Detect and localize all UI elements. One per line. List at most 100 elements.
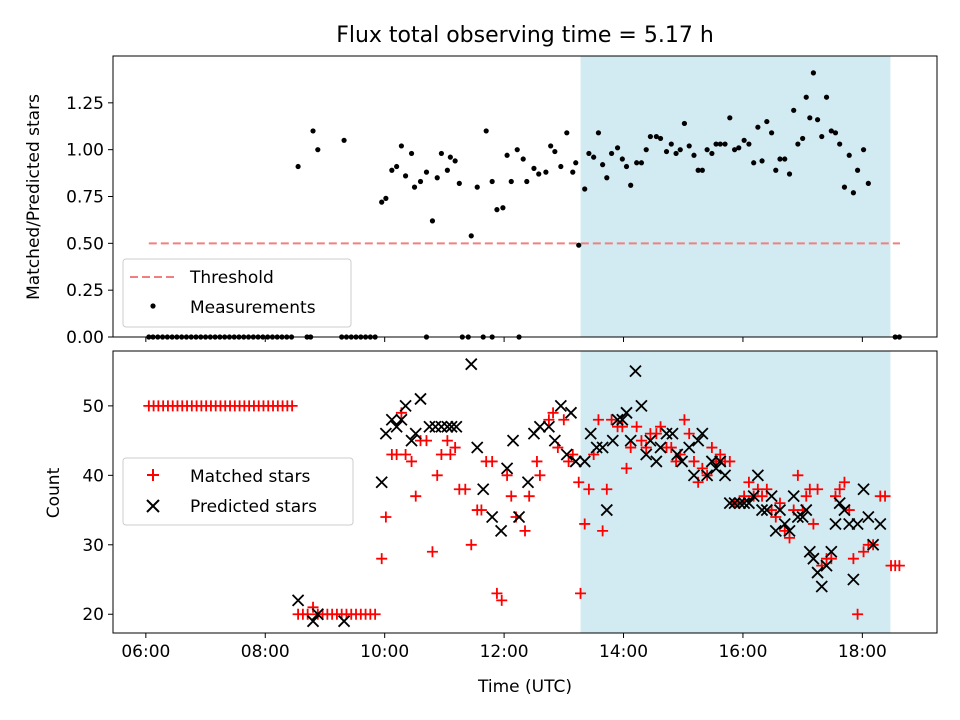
predicted-star-marker <box>650 455 663 468</box>
predicted-star-marker <box>584 427 597 440</box>
predicted-star-marker <box>733 496 747 510</box>
predicted-star-marker <box>624 434 637 447</box>
measurement-point <box>576 242 582 248</box>
matched-star-marker <box>621 462 633 474</box>
bottom-shaded-span <box>580 351 891 633</box>
matched-star-marker <box>635 435 647 447</box>
matched-star-marker <box>491 587 503 599</box>
matched-star-marker <box>756 490 768 502</box>
matched-star-marker <box>486 455 498 467</box>
predicted-star-marker <box>533 420 547 433</box>
measurement-point <box>508 178 514 185</box>
measurement-point <box>389 167 395 173</box>
matched-star-marker <box>496 594 508 606</box>
predicted-star-marker <box>441 420 454 433</box>
measurement-point <box>604 175 610 181</box>
measurement-point <box>638 160 645 166</box>
measurement-point <box>423 169 430 175</box>
predicted-star-marker <box>700 469 714 482</box>
matched-legend-swatch <box>147 469 159 481</box>
measurement-point <box>673 150 679 157</box>
measurement-point <box>764 118 770 125</box>
top-y-tick-label: 0.75 <box>66 188 104 208</box>
predicted-star-marker <box>640 448 653 461</box>
matched-star-marker <box>650 428 662 440</box>
measurement-point <box>807 115 813 121</box>
measurement-point <box>865 180 871 186</box>
matched-star-marker <box>784 532 796 544</box>
top-y-axis-label: Matched/Predicted stars <box>24 94 44 300</box>
matched-star-marker <box>893 560 905 572</box>
top-x-ticks <box>145 337 863 342</box>
matched-star-marker <box>879 490 891 502</box>
measurement-point <box>713 141 719 147</box>
matched-star-marker <box>420 435 432 447</box>
predicted-star-marker <box>477 483 490 496</box>
predicted-star-marker <box>512 510 526 524</box>
measurement-point <box>810 70 817 76</box>
matched-star-marker <box>800 490 812 502</box>
predicted-star-marker <box>429 420 442 433</box>
predicted-star-marker <box>807 552 820 565</box>
predicted-star-marker <box>660 427 673 440</box>
predicted-star-marker <box>666 427 679 440</box>
measurement-point <box>552 148 558 155</box>
matched-star-marker <box>625 442 637 454</box>
measurement-point <box>709 150 715 157</box>
bottom-y-tick-label: 40 <box>82 466 104 486</box>
predicted-star-marker <box>773 503 787 517</box>
bottom-y-tick-label: 50 <box>82 397 104 417</box>
predicted-star-marker <box>379 427 393 440</box>
measurement-point <box>746 141 752 147</box>
predicted-star-marker <box>851 517 864 531</box>
top-y-tick-label: 1.25 <box>66 94 104 114</box>
measurement-point <box>814 117 821 123</box>
predicted-star-marker <box>506 434 520 447</box>
predicted-star-marker <box>494 524 508 538</box>
measurement-point <box>310 128 316 134</box>
measurement-point <box>668 141 674 147</box>
predicted-star-marker <box>723 496 736 510</box>
matched-star-marker <box>558 414 570 426</box>
matched-star-marker <box>706 442 718 454</box>
measurement-point <box>520 156 526 162</box>
predicted-star-marker <box>687 469 701 482</box>
matched-star-marker <box>441 435 453 447</box>
measurement-point <box>828 128 834 134</box>
matched-star-marker <box>688 455 700 467</box>
threshold-legend-label: Threshold <box>189 268 274 288</box>
predicted-star-marker <box>838 503 851 517</box>
measurement-point <box>341 137 347 143</box>
predicted-stars-markers <box>291 358 887 628</box>
predicted-star-marker <box>578 455 591 468</box>
measurement-point <box>782 156 788 162</box>
matched-star-marker <box>523 490 535 502</box>
measurement-point <box>741 137 747 143</box>
predicted-star-marker <box>395 413 408 426</box>
top-legend-box <box>122 258 352 328</box>
predicted-star-marker <box>486 510 499 524</box>
measurement-point <box>717 141 723 147</box>
predicted-star-marker <box>751 469 765 482</box>
measurement-point <box>429 218 436 224</box>
predicted-star-marker <box>747 490 760 503</box>
measurement-point <box>536 171 542 177</box>
predicted-star-marker <box>783 524 796 538</box>
predicted-star-marker <box>769 524 782 538</box>
predicted-star-marker <box>569 455 582 468</box>
measurement-point <box>447 154 453 160</box>
bottom-axes-frame <box>112 350 938 634</box>
matched-star-marker <box>286 400 298 412</box>
measurement-point <box>681 120 688 127</box>
measurement-point <box>773 167 779 173</box>
measurement-point <box>727 115 733 121</box>
matched-star-marker <box>307 601 319 613</box>
top-y-tick-label: 0.25 <box>66 281 104 301</box>
measurement-point <box>841 184 848 190</box>
bottom-y-ticks: 20 30 40 50 <box>82 397 113 625</box>
matched-star-marker <box>807 518 819 530</box>
matched-star-marker <box>426 546 438 558</box>
predicted-star-marker <box>596 441 609 454</box>
predicted-star-marker <box>554 399 567 413</box>
matched-legend-label: Matched stars <box>190 467 310 487</box>
